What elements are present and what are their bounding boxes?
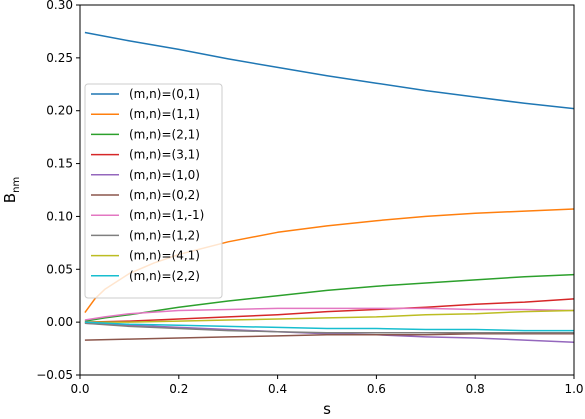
y-tick-label: 0.10	[46, 209, 73, 223]
series-lines	[84, 31, 575, 343]
y-axis-ticks: −0.05 0.00 0.05 0.10 0.15 0.20 0.25 0.30	[36, 0, 80, 382]
y-axis-label-subscript: nm	[11, 177, 22, 193]
series-line	[84, 322, 575, 343]
series-line	[84, 298, 575, 323]
y-tick-label: 0.05	[46, 262, 73, 276]
x-axis-label: s	[323, 400, 331, 418]
y-axis-label: Bnm	[1, 177, 22, 203]
y-tick-label: 0.15	[46, 157, 73, 171]
series-line	[84, 333, 574, 341]
y-axis-label-main: B	[1, 193, 19, 203]
series-line	[84, 31, 575, 110]
series-line	[84, 273, 575, 322]
legend-label: (m,n)=(3,1)	[129, 148, 200, 162]
x-tick-label: 0.2	[169, 382, 188, 396]
y-tick-label: −0.05	[36, 368, 73, 382]
y-tick-label: 0.20	[46, 104, 73, 118]
x-tick-label: 0.0	[70, 382, 89, 396]
series-line	[84, 307, 575, 321]
legend-label: (m,n)=(1,0)	[129, 168, 200, 182]
legend-label: (m,n)=(0,2)	[129, 188, 200, 202]
x-tick-label: 0.6	[367, 382, 386, 396]
x-axis-ticks: 0.0 0.2 0.4 0.6 0.8 1.0	[70, 375, 584, 396]
legend-label: (m,n)=(0,1)	[129, 87, 200, 101]
series-line	[84, 322, 574, 334]
y-tick-label: 0.30	[46, 0, 73, 12]
plot-frame	[79, 4, 575, 376]
series-line	[84, 321, 574, 332]
legend-label: (m,n)=(4,1)	[129, 249, 200, 263]
y-tick-label: 0.00	[46, 315, 73, 329]
series-line	[84, 309, 575, 323]
x-tick-label: 0.4	[268, 382, 287, 396]
legend: (m,n)=(0,1) (m,n)=(1,1) (m,n)=(2,1) (m,n)=(…	[84, 83, 223, 299]
legend-label: (m,n)=(2,1)	[129, 127, 200, 141]
legend-label: (m,n)=(1,2)	[129, 228, 200, 242]
legend-label: (m,n)=(1,1)	[129, 107, 200, 121]
x-tick-label: 0.8	[466, 382, 485, 396]
legend-label: (m,n)=(2,2)	[129, 269, 200, 283]
y-tick-label: 0.25	[46, 51, 73, 65]
x-tick-label: 1.0	[564, 382, 583, 396]
legend-box	[84, 83, 223, 299]
legend-label: (m,n)=(1,-1)	[129, 208, 204, 222]
